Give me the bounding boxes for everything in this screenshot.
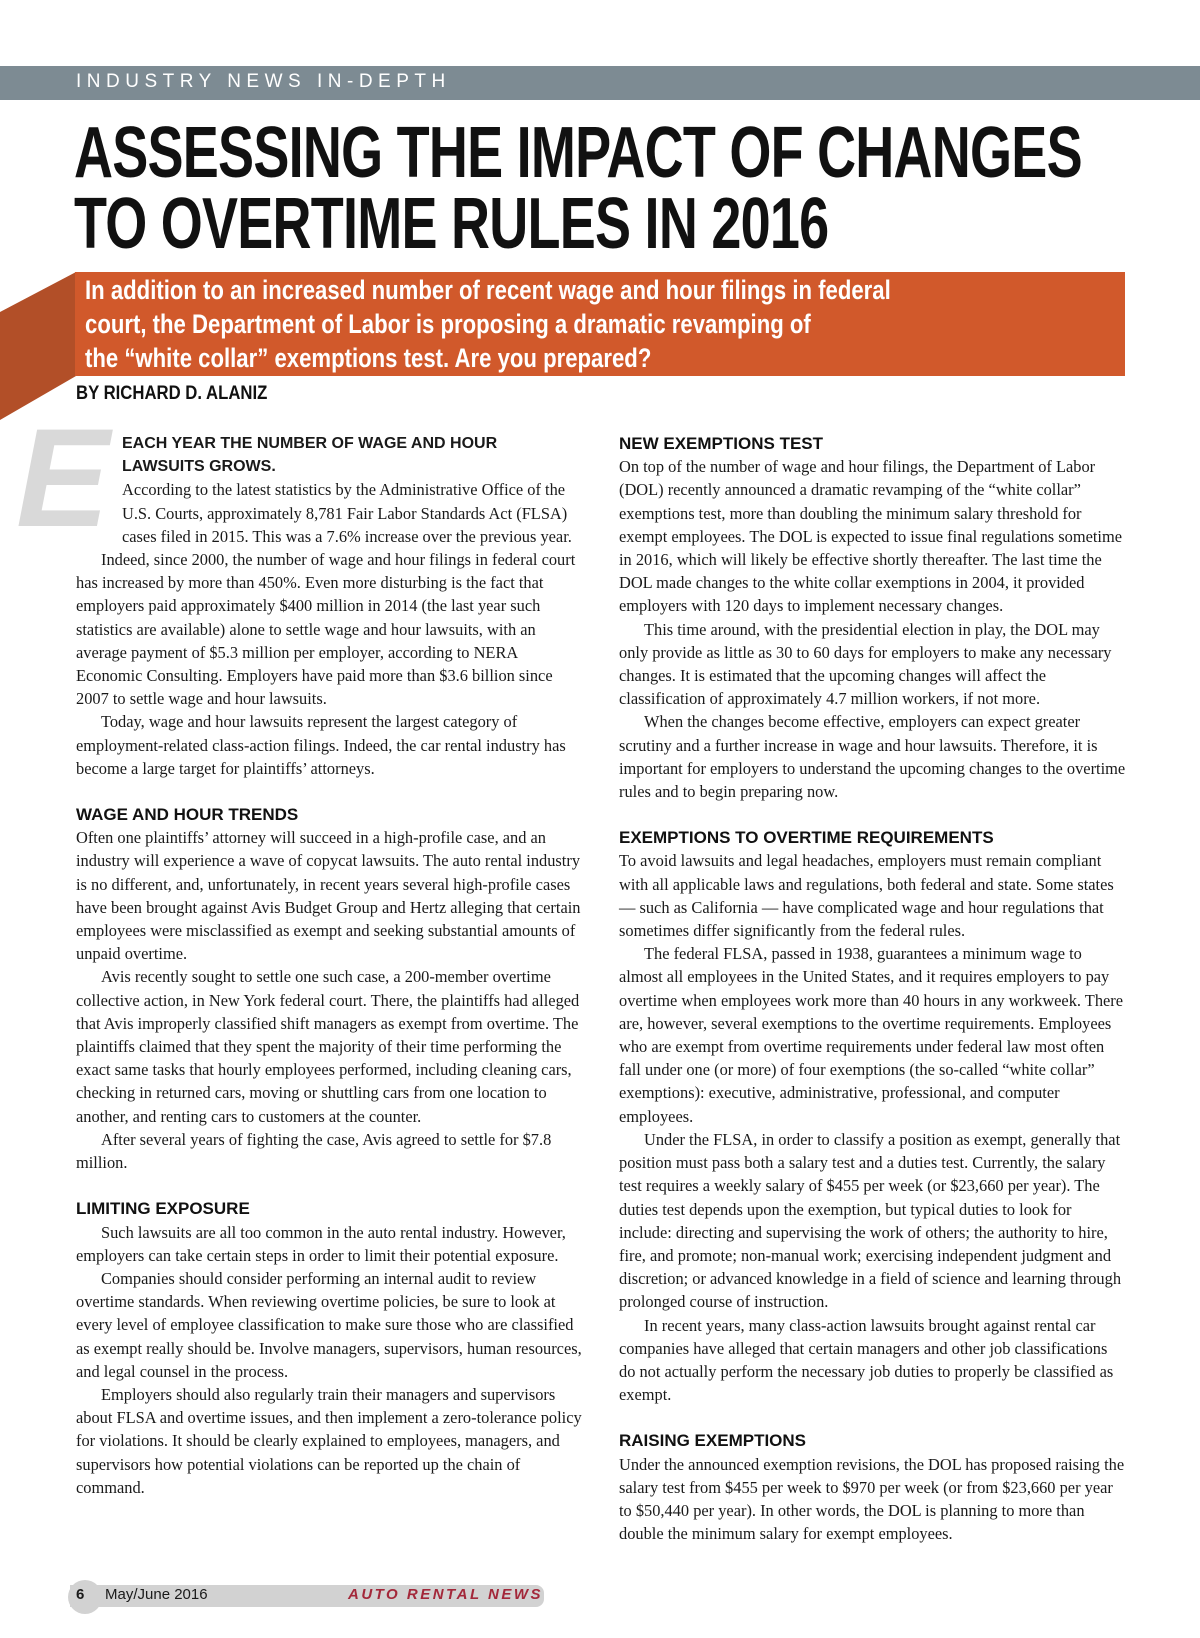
drop-cap: E xyxy=(16,399,110,556)
deck-line: court, the Department of Labor is propos… xyxy=(85,309,811,339)
footer-bar xyxy=(70,1585,544,1607)
byline: BY RICHARD D. ALANIZ xyxy=(76,383,268,404)
paragraph: Avis recently sought to settle one such … xyxy=(76,967,580,1126)
section-heading: RAISING EXEMPTIONS xyxy=(619,1431,807,1451)
paragraph: According to the latest statistics by th… xyxy=(122,480,572,546)
paragraph: Under the FLSA, in order to classify a p… xyxy=(619,1129,1122,1312)
paragraph: After several years of fighting the case… xyxy=(76,1129,552,1173)
drop-cap-space xyxy=(76,432,122,548)
section-heading: EXEMPTIONS TO OVERTIME REQUIREMENTS xyxy=(619,828,994,848)
section-banner: INDUSTRY NEWS IN-DEPTH xyxy=(0,66,1200,100)
paragraph: The federal FLSA, passed in 1938, guaran… xyxy=(619,944,1124,1126)
deck-text: In addition to an increased number of re… xyxy=(85,273,905,375)
paragraph: On top of the number of wage and hour fi… xyxy=(619,457,1122,616)
section-label: INDUSTRY NEWS IN-DEPTH xyxy=(76,71,451,92)
title-line: TO OVERTIME RULES IN 2016 xyxy=(74,184,829,264)
publication-name: AUTO RENTAL NEWS xyxy=(348,1586,544,1603)
paragraph: Such lawsuits are all too common in the … xyxy=(76,1222,566,1265)
page-number-badge xyxy=(68,1580,102,1614)
paragraph: Companies should consider performing an … xyxy=(76,1268,582,1381)
paragraph: Under the announced exemption revisions,… xyxy=(619,1454,1125,1544)
page-number: 6 xyxy=(76,1586,85,1603)
paragraph: Today, wage and hour lawsuits represent … xyxy=(76,712,566,778)
section-heading: NEW EXEMPTIONS TEST xyxy=(619,434,824,453)
page-title: ASSESSING THE IMPACT OF CHANGES TO OVERT… xyxy=(74,113,1124,264)
issue-date: May/June 2016 xyxy=(105,1586,208,1603)
paragraph: Indeed, since 2000, the number of wage a… xyxy=(76,550,576,709)
accent-wedge xyxy=(0,272,76,420)
lead-in: EACH YEAR THE NUMBER OF WAGE AND HOUR LA… xyxy=(122,435,498,476)
section-heading: WAGE AND HOUR TRENDS xyxy=(76,805,299,825)
deck-banner xyxy=(75,272,1125,376)
deck-line: the “white collar” exemptions test. Are … xyxy=(85,343,652,373)
section-heading: LIMITING EXPOSURE xyxy=(76,1199,250,1219)
title-line: ASSESSING THE IMPACT OF CHANGES xyxy=(74,113,1083,193)
paragraph: In recent years, many class-action lawsu… xyxy=(619,1315,1114,1405)
paragraph: This time around, with the presidential … xyxy=(619,619,1112,709)
paragraph: When the changes become effective, emplo… xyxy=(619,712,1126,802)
paragraph: To avoid lawsuits and legal headaches, e… xyxy=(619,851,1114,941)
left-column: EACH YEAR THE NUMBER OF WAGE AND HOUR LA… xyxy=(76,432,584,1499)
paragraph: Often one plaintiffs’ attorney will succ… xyxy=(76,828,581,964)
paragraph: Employers should also regularly train th… xyxy=(76,1384,582,1497)
deck-line: In addition to an increased number of re… xyxy=(85,275,891,305)
right-column: NEW EXEMPTIONS TEST On top of the number… xyxy=(619,432,1127,1545)
